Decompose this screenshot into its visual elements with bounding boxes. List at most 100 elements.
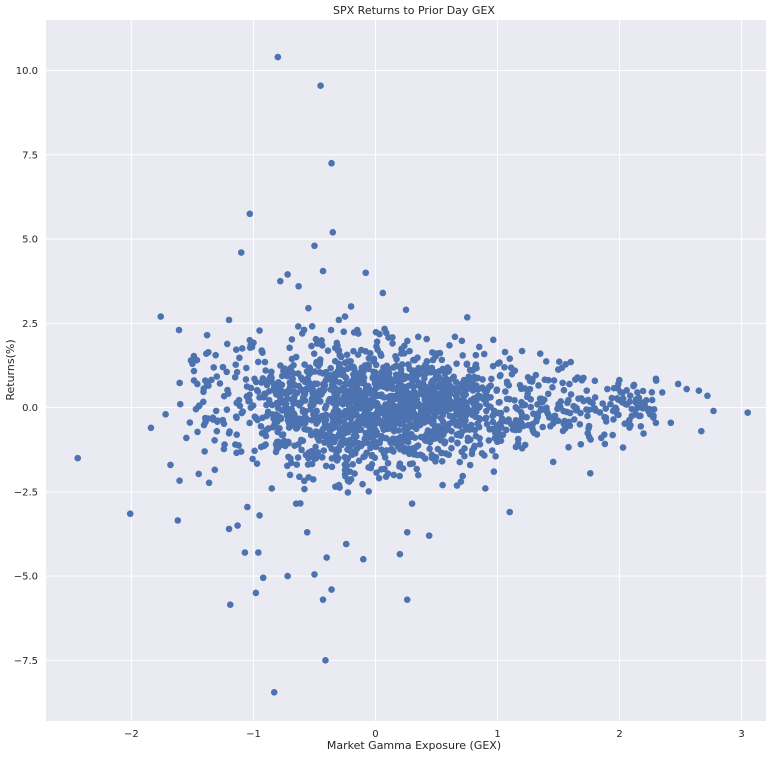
scatter-point — [438, 356, 446, 364]
scatter-point — [376, 439, 383, 447]
scatter-point — [632, 399, 640, 406]
scatter-point — [517, 385, 525, 393]
scatter-point — [436, 429, 444, 437]
scatter-point — [490, 468, 498, 475]
scatter-point — [359, 555, 367, 563]
scatter-point — [237, 249, 245, 256]
scatter-point — [438, 458, 446, 465]
scatter-point — [265, 425, 272, 432]
y-axis-label: Returns(%) — [4, 339, 17, 400]
scatter-point — [294, 454, 302, 461]
scatter-point — [466, 461, 474, 469]
scatter-point — [328, 455, 336, 462]
scatter-point — [503, 380, 511, 388]
scatter-point — [308, 342, 315, 350]
scatter-point — [372, 378, 379, 386]
scatter-point — [325, 397, 332, 405]
scatter-point — [341, 466, 349, 474]
scatter-point — [476, 441, 484, 448]
scatter-point — [186, 419, 194, 426]
scatter-point — [371, 432, 379, 439]
scatter-point — [480, 350, 488, 358]
scatter-point — [445, 366, 453, 373]
scatter-point — [544, 390, 552, 398]
scatter-point — [257, 422, 265, 430]
scatter-point — [406, 460, 414, 468]
scatter-point — [259, 349, 266, 356]
y-tick-label: −7.5 — [14, 656, 38, 667]
scatter-point — [329, 229, 337, 236]
scatter-point — [410, 423, 417, 430]
scatter-point — [350, 347, 357, 355]
scatter-point — [583, 406, 590, 413]
scatter-point — [396, 550, 404, 558]
scatter-point — [385, 369, 393, 377]
scatter-point — [312, 335, 320, 343]
scatter-point — [538, 395, 545, 403]
scatter-point — [321, 382, 329, 389]
scatter-point — [470, 407, 477, 414]
scatter-point — [305, 304, 312, 312]
scatter-point — [570, 416, 578, 423]
scatter-point — [565, 396, 572, 404]
scatter-point — [448, 436, 455, 443]
scatter-point — [566, 409, 574, 417]
scatter-point — [277, 277, 284, 285]
scatter-point — [284, 372, 291, 380]
scatter-point — [359, 480, 366, 488]
scatter-point — [458, 428, 466, 436]
scatter-point — [425, 433, 432, 441]
scatter-point — [628, 412, 636, 420]
scatter-point — [449, 414, 457, 422]
scatter-point — [406, 391, 413, 398]
scatter-point — [634, 404, 641, 411]
scatter-point — [393, 356, 400, 363]
scatter-point — [441, 438, 449, 445]
scatter-point — [205, 479, 213, 487]
scatter-point — [613, 406, 620, 413]
scatter-point — [370, 368, 377, 376]
scatter-point — [352, 369, 359, 376]
scatter-point — [384, 459, 392, 467]
scatter-point — [311, 242, 318, 250]
scatter-point — [331, 433, 338, 441]
scatter-point — [453, 360, 460, 367]
scatter-point — [485, 437, 493, 444]
scatter-point — [365, 365, 372, 373]
scatter-point — [365, 488, 373, 495]
scatter-point — [414, 442, 422, 449]
scatter-point — [335, 316, 343, 324]
scatter-point — [254, 358, 262, 366]
scatter-point — [352, 438, 359, 446]
scatter-point — [575, 395, 582, 402]
scatter-point — [578, 377, 586, 384]
scatter-point — [345, 444, 353, 451]
scatter-point — [212, 351, 219, 359]
scatter-point — [413, 465, 421, 473]
scatter-point — [195, 470, 203, 478]
scatter-point — [639, 387, 647, 395]
scatter-point — [455, 399, 463, 406]
scatter-point — [248, 343, 256, 351]
y-tick-label: −5.0 — [14, 572, 38, 583]
scatter-point — [367, 428, 374, 436]
scatter-point — [646, 411, 654, 418]
scatter-point — [422, 391, 430, 398]
data-points — [74, 53, 751, 696]
scatter-point — [367, 444, 374, 452]
scatter-point — [309, 476, 317, 483]
scatter-point — [514, 440, 522, 447]
scatter-point — [474, 420, 481, 427]
scatter-point — [268, 378, 275, 385]
scatter-point — [458, 337, 466, 345]
scatter-point — [390, 376, 397, 384]
scatter-point — [226, 428, 233, 435]
scatter-point — [438, 449, 445, 457]
scatter-point — [567, 391, 575, 398]
scatter-point — [492, 453, 499, 460]
scatter-point — [243, 364, 250, 372]
scatter-point — [290, 419, 298, 427]
scatter-point — [615, 396, 622, 404]
scatter-point — [232, 441, 239, 448]
scatter-point — [340, 328, 348, 336]
